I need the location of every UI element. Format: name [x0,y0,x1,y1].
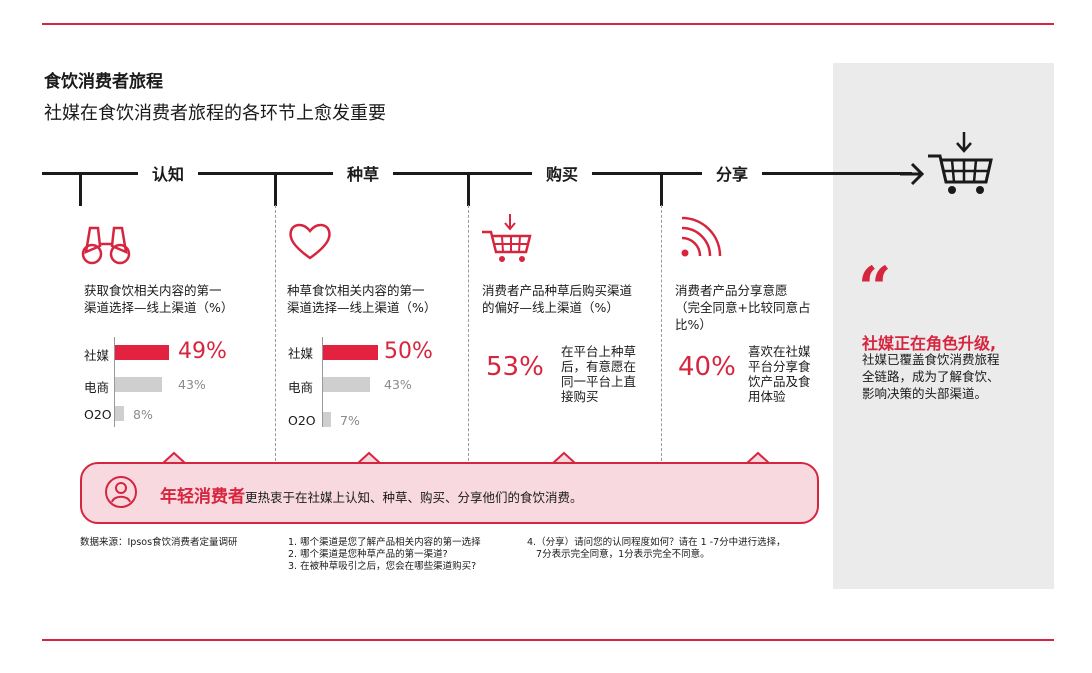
bar-label: 电商 [84,380,110,395]
bar-value: 43% [384,377,412,392]
desc-line: 平台分享食 [748,359,811,374]
shopping-cart-icon [928,132,993,194]
question-line: 的偏好—线上渠道（%） [482,300,619,315]
stage-seeding: 种草 [333,161,394,185]
desc-line: 喜欢在社媒 [748,344,811,359]
page-subtitle: 社媒在食饮消费者旅程的各环节上愈发重要 [44,103,386,124]
banner-notches [161,451,771,465]
footnote: 3. 在被种草吸引之后，您会在哪些渠道购买? [288,561,477,572]
quote-icon: “ [858,254,892,322]
question-seeding: 种草食饮相关内容的第一 渠道选择—线上渠道（%） [287,282,436,316]
column-divider [661,205,662,461]
journey-timeline [42,172,912,175]
column-divider [468,205,469,461]
bar-value: 49% [178,339,227,364]
bar-axis [114,337,115,427]
desc-line: 饮产品及食 [748,374,811,389]
purchase-big-value: 53% [486,352,544,382]
question-line: 获取食饮相关内容的第一 [84,283,222,298]
footnote: 4.（分享）请问您的认同程度如何？请在 1 -7分中进行选择， [527,537,786,548]
bar-secondary [115,406,124,421]
banner-text: 年轻消费者更热衷于在社媒上认知、种草、购买、分享他们的食饮消费。 [160,482,583,507]
sharing-big-value: 40% [678,352,736,382]
bottom-rule [42,639,1054,641]
page-title: 食饮消费者旅程 [44,72,163,92]
bar-secondary [115,377,162,392]
sharing-description: 喜欢在社媒 平台分享食 饮产品及食 用体验 [748,344,811,404]
column-divider [275,205,276,461]
footnote: 2. 哪个渠道是您种草产品的第一渠道? [288,549,448,560]
desc-line: 用体验 [748,389,786,404]
question-line: 消费者产品种草后购买渠道 [482,283,633,298]
footnotes-b: 4.（分享）请问您的认同程度如何？请在 1 -7分中进行选择， 7分表示完全同意… [527,537,786,561]
source-note: 数据来源：Ipsos食饮消费者定量调研 [80,537,238,548]
bar-label: 社媒 [288,346,314,361]
timeline-tick [467,172,470,206]
desc-line: 在平台上种草 [561,344,637,359]
footnote: 1. 哪个渠道是您了解产品相关内容的第一选择 [288,537,481,548]
side-line: 全链路，成为了解食饮、 [862,369,1000,384]
question-line: 渠道选择—线上渠道（%） [84,300,234,315]
purchase-description: 在平台上种草 后，有意愿在 同一平台上直 接购买 [561,344,636,404]
bar-value: 50% [384,339,433,364]
side-line: 影响决策的头部渠道。 [862,386,988,401]
desc-line: 后，有意愿在 [561,359,637,374]
side-body: 社媒已覆盖食饮消费旅程 全链路，成为了解食饮、 影响决策的头部渠道。 [862,351,1042,402]
bar-value: 7% [340,413,360,428]
question-line: 渠道选择—线上渠道（%） [287,300,437,315]
desc-line: 接购买 [561,389,599,404]
footnote: 7分表示完全同意，1分表示完全不同意。 [527,549,710,560]
bar-label: 社媒 [84,348,110,363]
top-rule [42,23,1054,25]
question-line: 比%） [675,317,712,332]
stage-purchase: 购买 [532,161,593,185]
bar-label: O2O [84,407,112,422]
heart-icon [289,223,331,260]
bar-primary [115,345,169,360]
question-sharing: 消费者产品分享意愿 （完全同意+比较同意占 比%） [675,282,810,333]
bar-value: 8% [133,407,153,422]
banner-highlight: 年轻消费者 [160,487,245,507]
question-awareness: 获取食饮相关内容的第一 渠道选择—线上渠道（%） [84,282,233,316]
timeline-tick [660,172,663,206]
bar-primary [323,345,378,360]
young-consumer-banner: 年轻消费者更热衷于在社媒上认知、种草、购买、分享他们的食饮消费。 [80,462,819,524]
bar-label: 电商 [288,380,314,395]
user-icon [105,476,137,508]
timeline-tick [79,172,82,206]
stage-sharing: 分享 [702,161,763,185]
question-line: （完全同意+比较同意占 [675,300,811,315]
footnotes-a: 1. 哪个渠道是您了解产品相关内容的第一选择 2. 哪个渠道是您种草产品的第一渠… [288,537,481,573]
question-purchase: 消费者产品种草后购买渠道 的偏好—线上渠道（%） [482,282,632,316]
bar-label: O2O [288,413,316,428]
binoculars-icon [81,226,131,265]
bar-secondary [323,377,370,392]
side-heading: 社媒正在角色升级, [862,334,997,353]
bar-secondary [323,412,331,427]
side-line: 社媒已覆盖食饮消费旅程 [862,352,1000,367]
arrow-right-icon [900,162,925,186]
bar-value: 43% [178,377,206,392]
shopping-cart-icon [482,214,532,262]
stage-awareness: 认知 [138,161,199,185]
desc-line: 同一平台上直 [561,374,637,389]
bar-axis [322,337,323,427]
share-signal-icon [681,216,722,257]
side-panel [833,63,1054,589]
question-line: 种草食饮相关内容的第一 [287,283,425,298]
banner-sentence: 更热衷于在社媒上认知、种草、购买、分享他们的食饮消费。 [245,490,583,505]
question-line: 消费者产品分享意愿 [675,283,788,298]
timeline-tick [274,172,277,206]
